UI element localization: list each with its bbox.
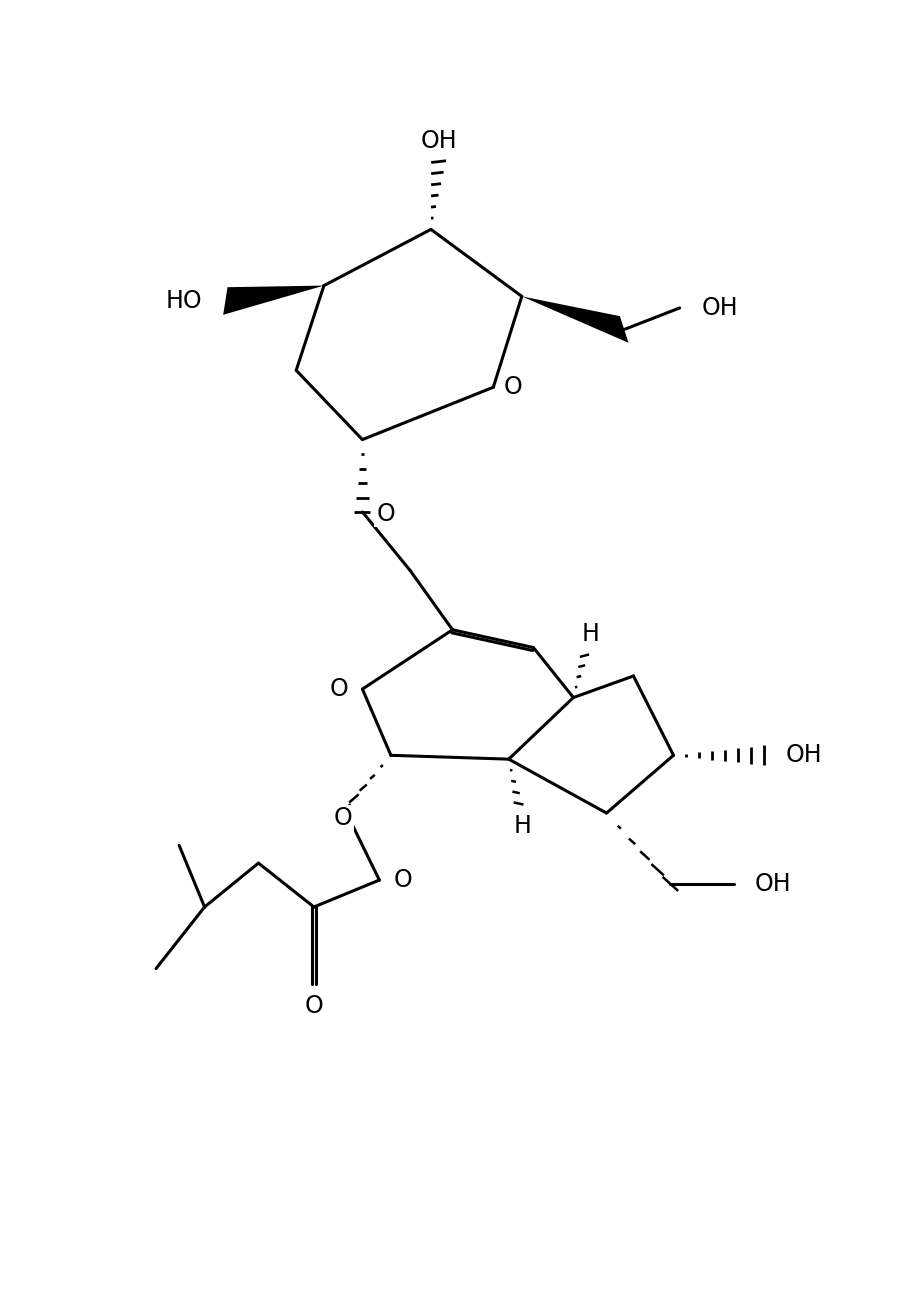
Text: OH: OH bbox=[755, 872, 792, 896]
Text: OH: OH bbox=[786, 743, 822, 767]
Text: O: O bbox=[376, 501, 395, 526]
Polygon shape bbox=[223, 285, 324, 315]
Text: O: O bbox=[330, 677, 349, 700]
Text: O: O bbox=[393, 868, 412, 892]
Text: H: H bbox=[514, 814, 531, 838]
Polygon shape bbox=[522, 297, 629, 342]
Text: H: H bbox=[582, 622, 599, 646]
Text: O: O bbox=[334, 806, 352, 831]
Text: HO: HO bbox=[166, 289, 202, 312]
Text: O: O bbox=[304, 993, 324, 1018]
Text: O: O bbox=[504, 375, 523, 400]
Text: OH: OH bbox=[420, 129, 457, 152]
Text: OH: OH bbox=[702, 296, 738, 320]
